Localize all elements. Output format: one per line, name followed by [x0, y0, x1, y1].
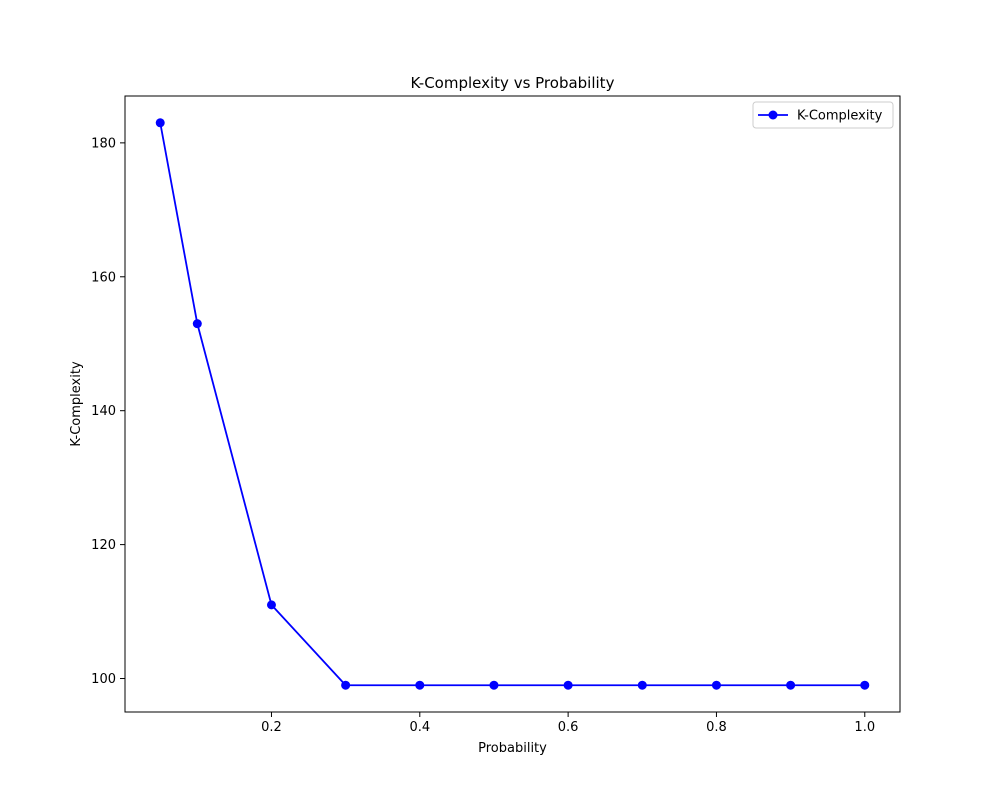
- data-point: [711, 680, 721, 690]
- x-tick-label: 0.6: [558, 720, 579, 735]
- x-tick-label: 1.0: [854, 720, 875, 735]
- data-point: [563, 680, 573, 690]
- data-point: [192, 319, 202, 329]
- legend-box: [752, 101, 894, 129]
- x-tick-label: 0.2: [261, 720, 282, 735]
- x-tick-label: 0.8: [706, 720, 727, 735]
- legend-entry-label: K-Complexity: [797, 109, 883, 124]
- data-point: [786, 680, 796, 690]
- series-layer: [155, 118, 870, 690]
- x-axis-label: Probability: [478, 741, 547, 756]
- data-point: [266, 600, 276, 610]
- chart-title: K-Complexity vs Probability: [411, 74, 615, 92]
- legend: K-Complexity: [752, 101, 894, 129]
- y-axis-ticks: 100 120 140 160 180: [91, 136, 125, 687]
- data-point: [860, 680, 870, 690]
- data-point: [415, 680, 425, 690]
- data-point: [341, 680, 351, 690]
- y-tick-label: 160: [91, 270, 116, 285]
- data-point: [489, 680, 499, 690]
- data-point: [155, 118, 165, 128]
- x-axis-ticks: 0.2 0.4 0.6 0.8 1.0: [261, 712, 875, 735]
- x-tick-label: 0.4: [409, 720, 430, 735]
- plot-frame: [124, 95, 901, 713]
- y-tick-label: 120: [91, 538, 116, 553]
- data-point: [637, 680, 647, 690]
- legend-marker-swatch: [768, 110, 778, 120]
- y-tick-label: 140: [91, 404, 116, 419]
- y-axis-label: K-Complexity: [69, 361, 84, 447]
- y-tick-label: 100: [91, 672, 116, 687]
- y-tick-label: 180: [91, 136, 116, 151]
